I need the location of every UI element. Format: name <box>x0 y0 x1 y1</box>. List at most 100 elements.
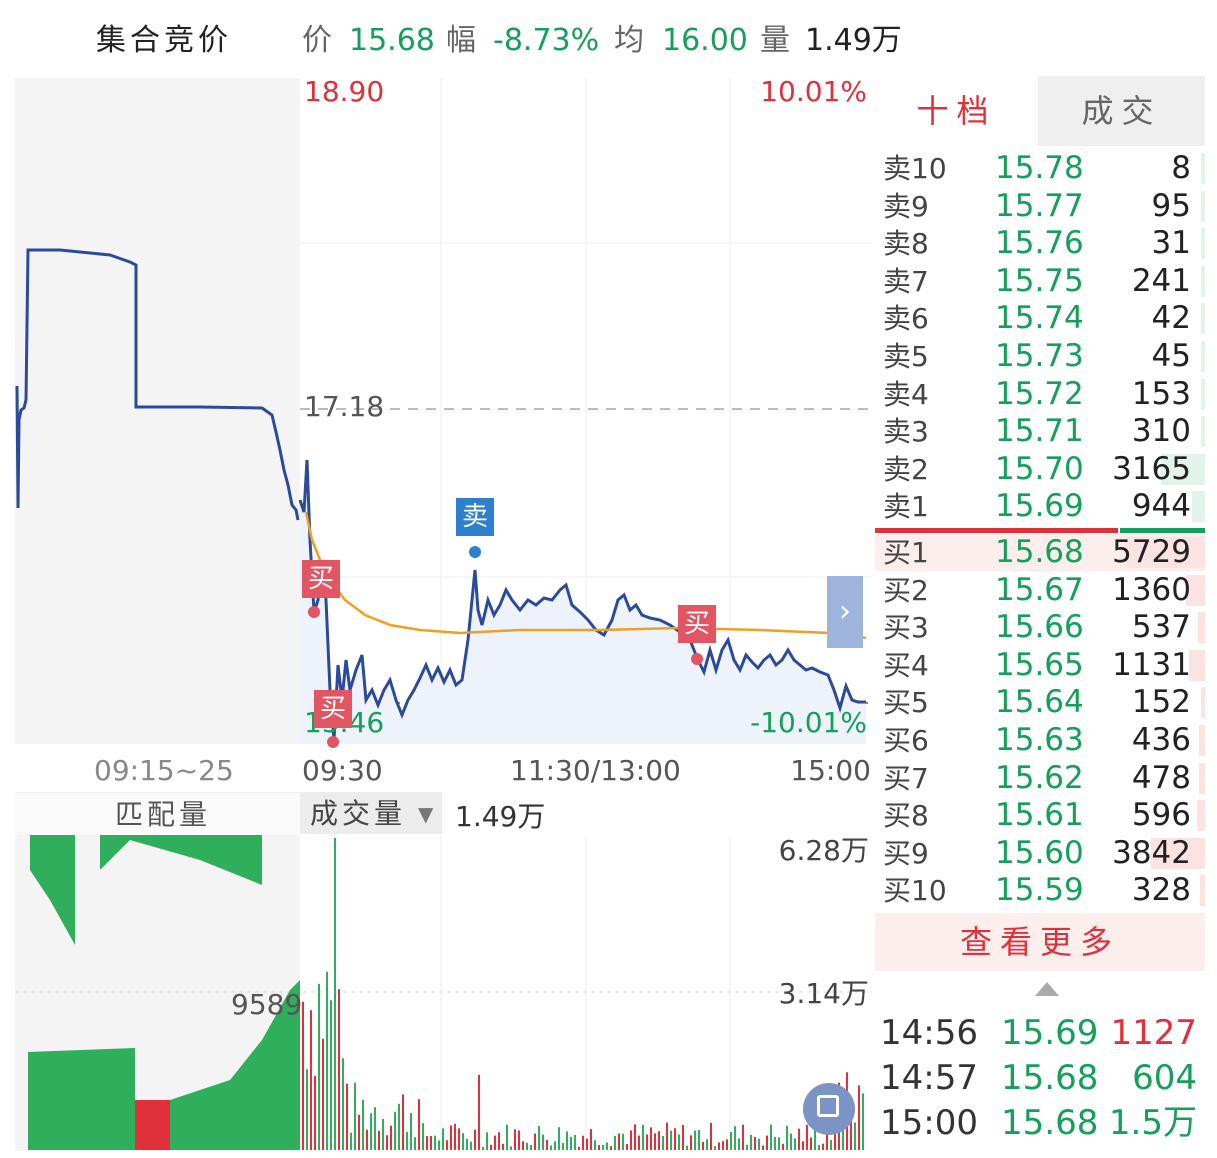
volume-bar <box>402 1094 404 1150</box>
volume-bar <box>314 1075 316 1150</box>
volume-bar <box>598 1145 600 1150</box>
volume-bar <box>318 983 320 1150</box>
bid-row[interactable]: 买1 15.68 5729 <box>875 534 1205 571</box>
intraday-chart[interactable] <box>0 0 875 1158</box>
volume-bar <box>462 1133 464 1150</box>
triangle-up-icon[interactable] <box>1035 982 1059 996</box>
bid-row[interactable]: 买5 15.64 152 <box>875 684 1205 721</box>
ask-label: 卖8 <box>883 227 929 261</box>
volume-bar <box>750 1134 752 1150</box>
volume-bar <box>310 1010 312 1150</box>
view-more-button[interactable]: 查看更多 <box>875 913 1205 971</box>
bid-price: 15.67 <box>995 571 1084 608</box>
auction-volume-bottom <box>170 980 300 1150</box>
volume-bar <box>390 1125 392 1150</box>
ask-row[interactable]: 卖10 15.78 8 <box>875 150 1205 187</box>
volume-selector[interactable]: 成交量 ▼ <box>300 792 442 834</box>
buy-marker-3[interactable]: 买 <box>678 605 716 643</box>
ask-row[interactable]: 卖9 15.77 95 <box>875 188 1205 225</box>
bid-depth-bar <box>1198 762 1205 794</box>
volume-bar <box>546 1140 548 1150</box>
volume-bar <box>826 1132 828 1150</box>
ask-row[interactable]: 卖6 15.74 42 <box>875 300 1205 337</box>
volume-bar <box>582 1135 584 1150</box>
bid-row[interactable]: 买6 15.63 436 <box>875 722 1205 759</box>
bid-row[interactable]: 买10 15.59 328 <box>875 872 1205 909</box>
volume-bar <box>302 1001 304 1150</box>
volume-bar <box>566 1131 568 1150</box>
ask-depth-bar <box>1201 378 1205 410</box>
bid-label: 买3 <box>883 611 929 645</box>
intraday-chart-area[interactable]: 18.90 10.01% 17.18 15.46 -10.01% 09:15~2… <box>0 0 875 1158</box>
ask-row[interactable]: 卖3 15.71 310 <box>875 413 1205 450</box>
ask-label: 卖2 <box>883 452 929 486</box>
volume-bar <box>386 1135 388 1150</box>
ask-row[interactable]: 卖1 15.69 944 <box>875 488 1205 525</box>
x-label-auction: 09:15~25 <box>94 754 234 787</box>
ask-vol: 310 <box>1131 413 1191 450</box>
volume-bar <box>682 1124 684 1150</box>
volume-bar <box>486 1132 488 1150</box>
ask-row[interactable]: 卖8 15.76 31 <box>875 225 1205 262</box>
bid-row[interactable]: 买7 15.62 478 <box>875 760 1205 797</box>
ask-row[interactable]: 卖7 15.75 241 <box>875 263 1205 300</box>
bid-row[interactable]: 买4 15.65 1131 <box>875 647 1205 684</box>
volume-bar <box>742 1124 744 1150</box>
bid-row[interactable]: 买9 15.60 3842 <box>875 835 1205 872</box>
ask-depth-bar <box>1201 265 1205 297</box>
bid-label: 买5 <box>883 686 929 720</box>
volume-bar <box>430 1136 432 1150</box>
buy-marker-1[interactable]: 买 <box>302 560 340 598</box>
bid-depth-bar <box>1201 687 1205 719</box>
bid-depth-bar <box>1197 612 1205 644</box>
volume-bar <box>862 1093 864 1150</box>
ask-price: 15.71 <box>995 413 1084 450</box>
tab-ten-levels[interactable]: 十档 <box>875 76 1038 146</box>
auction-title: 集合竞价 <box>96 23 232 58</box>
trade-vol: 1127 <box>1110 1013 1197 1053</box>
volume-bar <box>778 1137 780 1150</box>
bid-depth-bar <box>1200 875 1205 907</box>
volume-bar <box>798 1128 800 1150</box>
ask-row[interactable]: 卖4 15.72 153 <box>875 376 1205 413</box>
volume-bar <box>594 1140 596 1150</box>
bid-vol: 5729 <box>1112 534 1191 570</box>
bid-vol: 1131 <box>1112 646 1191 683</box>
volume-bar <box>350 1132 352 1150</box>
x-label-midday: 11:30/13:00 <box>510 754 681 787</box>
bid-label: 买10 <box>883 874 947 908</box>
bid-row[interactable]: 买2 15.67 1360 <box>875 572 1205 609</box>
volume-bar <box>414 1137 416 1150</box>
bid-label: 买7 <box>883 761 929 795</box>
volume-bar <box>338 989 340 1150</box>
volume-bar <box>782 1143 784 1150</box>
volume-bar <box>378 1130 380 1150</box>
trade-row[interactable]: 14:57 15.68 604 <box>875 1055 1205 1101</box>
bid-row[interactable]: 买3 15.66 537 <box>875 609 1205 646</box>
match-volume-title: 匹配量 <box>115 798 212 831</box>
ask-vol: 42 <box>1151 300 1191 337</box>
y-top-pct: 10.01% <box>760 75 867 108</box>
sell-marker[interactable]: 卖 <box>456 498 494 536</box>
volume-bar <box>622 1133 624 1150</box>
fullscreen-button[interactable] <box>803 1083 855 1135</box>
bid-row[interactable]: 买8 15.61 596 <box>875 797 1205 834</box>
volume-bar <box>670 1130 672 1150</box>
volume-bar <box>502 1143 504 1150</box>
ask-depth-bar <box>1192 491 1205 523</box>
change-value: -8.73% <box>493 23 600 58</box>
volume-bar <box>474 1129 476 1150</box>
volume-bar <box>574 1135 576 1150</box>
ask-row[interactable]: 卖5 15.73 45 <box>875 338 1205 375</box>
volume-bar <box>522 1141 524 1150</box>
quote-header: 集合竞价 价 15.68 幅 -8.73% 均 16.00 量 1.49万 <box>0 0 1217 80</box>
buy-marker-2[interactable]: 买 <box>314 690 352 728</box>
volume-bar <box>794 1138 796 1150</box>
ask-vol: 944 <box>1131 488 1191 525</box>
expand-button[interactable]: › <box>827 576 863 648</box>
volume-bar <box>802 1141 804 1150</box>
ask-row[interactable]: 卖2 15.70 3165 <box>875 451 1205 488</box>
tab-trades[interactable]: 成交 <box>1038 76 1205 146</box>
trade-row[interactable]: 14:56 15.69 1127 <box>875 1010 1205 1056</box>
trade-row[interactable]: 15:00 15.68 1.5万 <box>875 1100 1205 1146</box>
